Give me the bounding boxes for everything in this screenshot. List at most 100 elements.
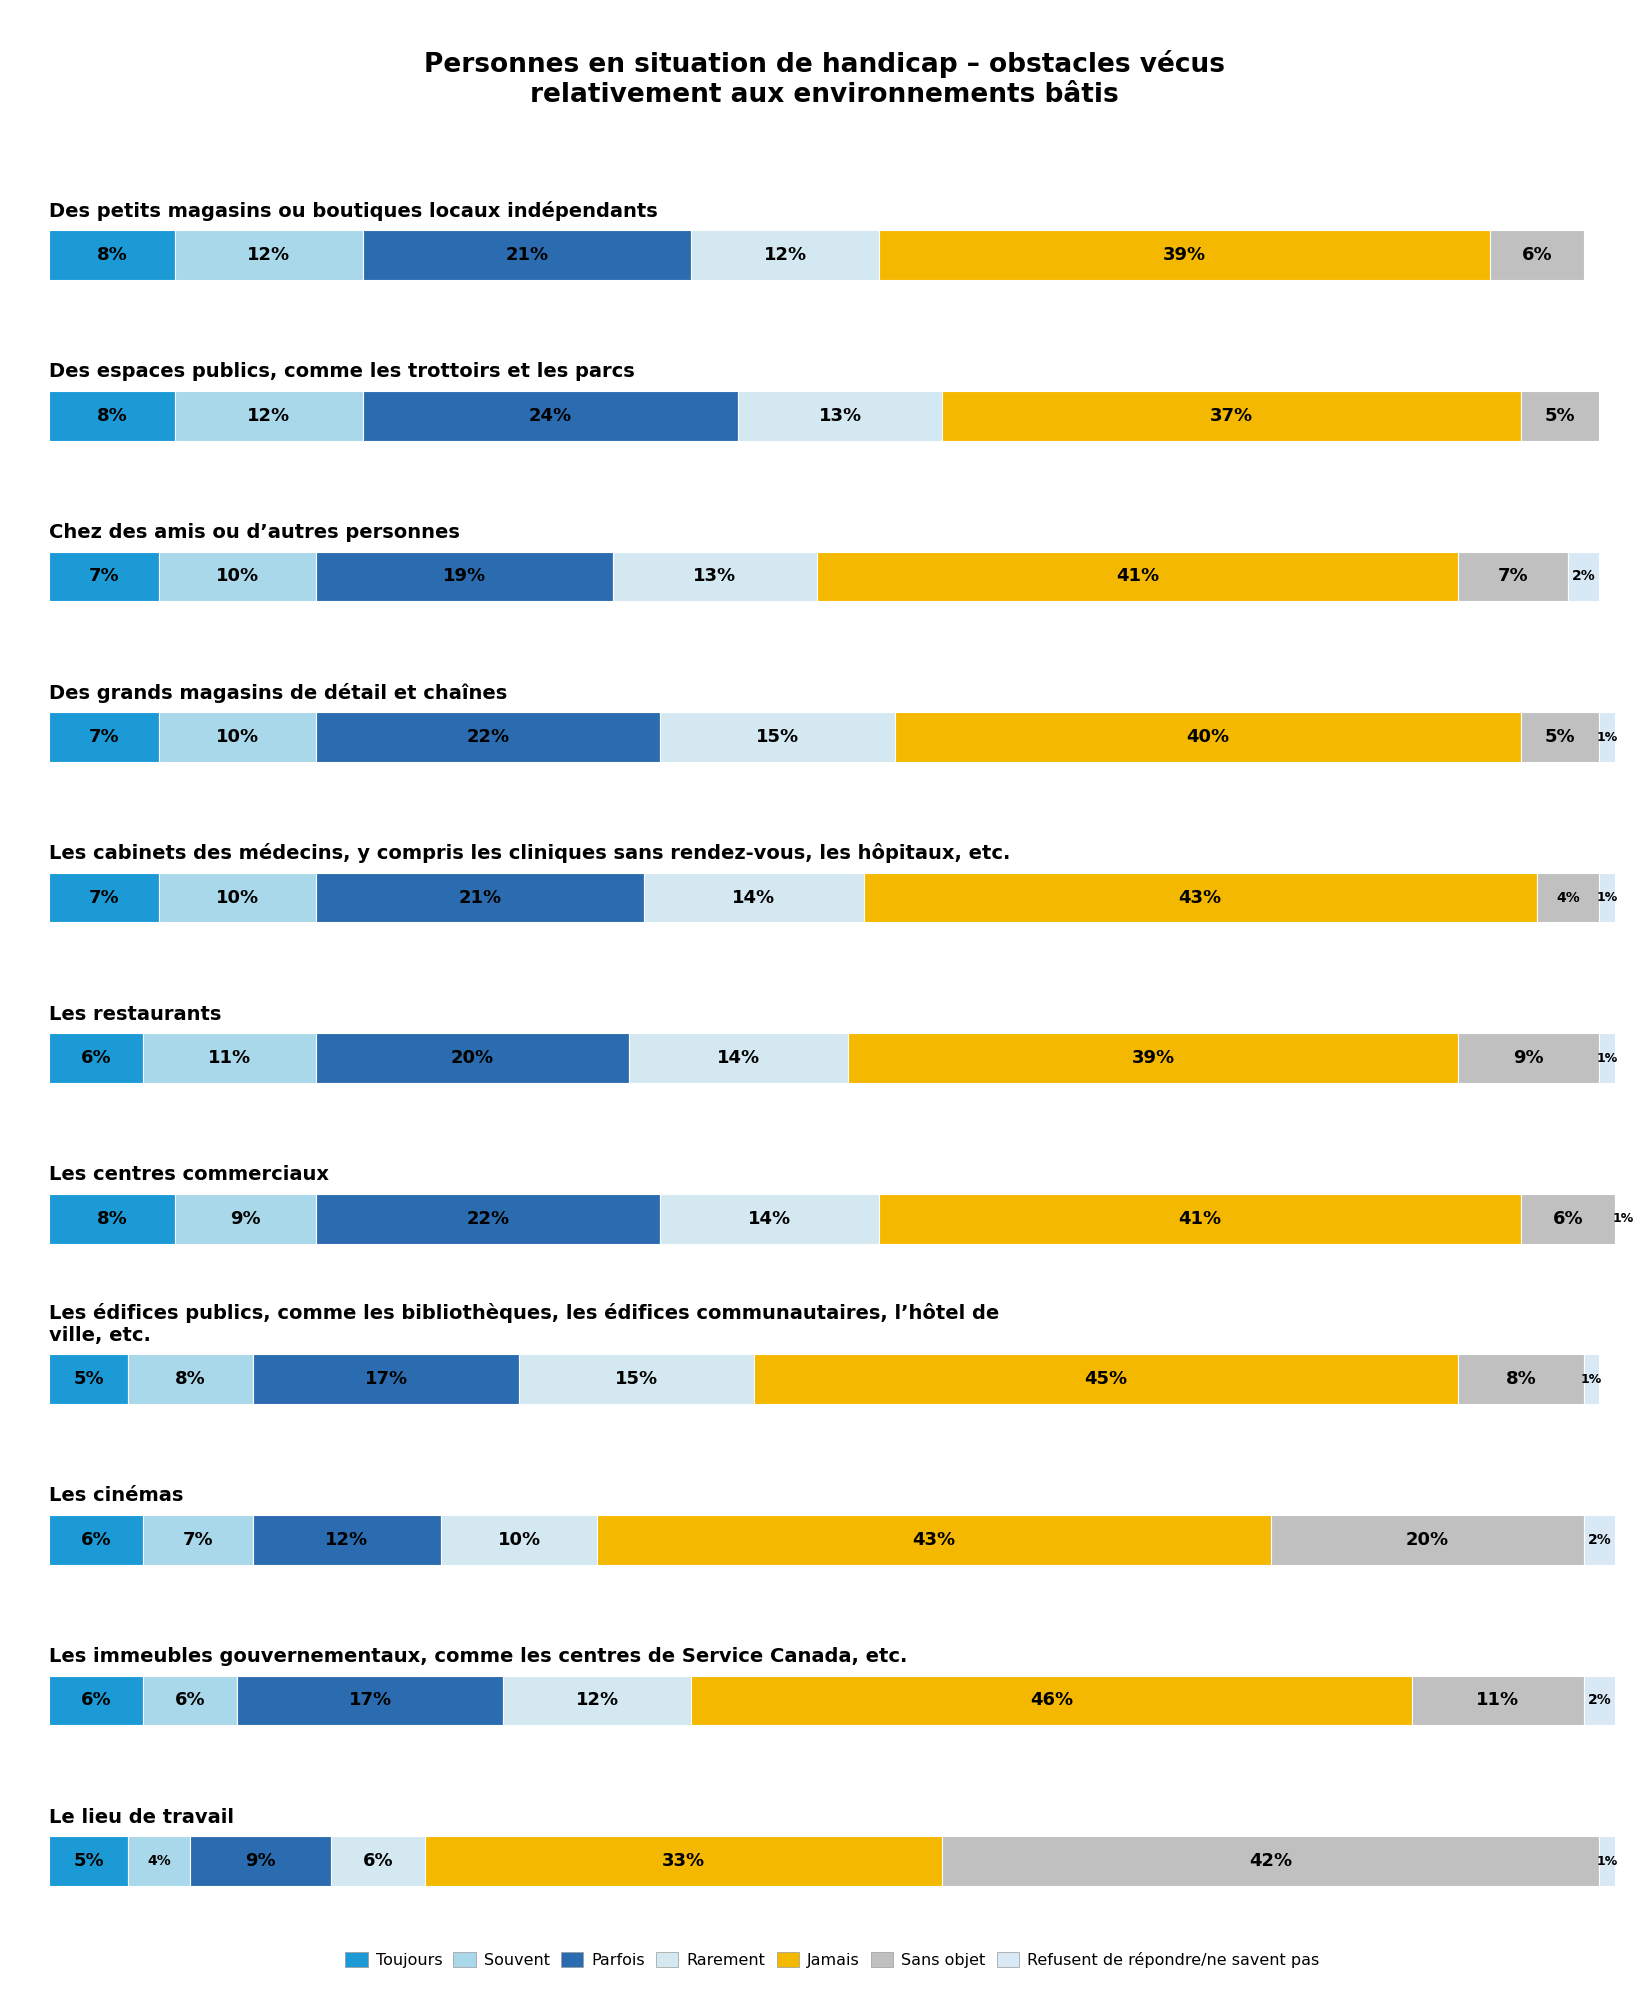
Text: 1%: 1% — [1597, 1052, 1618, 1064]
Bar — [503, 1676, 691, 1726]
Text: Des petits magasins ou boutiques locaux indépendants: Des petits magasins ou boutiques locaux … — [49, 200, 658, 220]
Bar — [659, 712, 895, 762]
Bar — [644, 872, 864, 922]
Text: 17%: 17% — [364, 1370, 407, 1388]
Bar — [628, 1034, 847, 1084]
Text: 12%: 12% — [575, 1692, 620, 1710]
Text: Les cabinets des médecins, y compris les cliniques sans rendez-vous, les hôpitau: Les cabinets des médecins, y compris les… — [49, 844, 1010, 864]
Text: 6%: 6% — [81, 1692, 112, 1710]
Text: 20%: 20% — [1406, 1530, 1449, 1548]
Text: 15%: 15% — [756, 728, 799, 746]
Text: 40%: 40% — [1187, 728, 1229, 746]
Text: 17%: 17% — [349, 1692, 392, 1710]
Bar — [175, 390, 363, 440]
Bar — [519, 1354, 753, 1404]
Text: Les immeubles gouvernementaux, comme les centres de Service Canada, etc.: Les immeubles gouvernementaux, comme les… — [49, 1646, 908, 1666]
Bar — [129, 1354, 252, 1404]
Bar — [1599, 1836, 1615, 1886]
Text: Le lieu de travail: Le lieu de travail — [49, 1808, 234, 1826]
Bar — [1490, 230, 1584, 280]
Bar — [692, 1676, 1411, 1726]
Bar — [878, 230, 1490, 280]
Bar — [597, 1514, 1271, 1564]
Text: 12%: 12% — [247, 406, 290, 424]
Text: Les édifices publics, comme les bibliothèques, les édifices communautaires, l’hô: Les édifices publics, comme les biblioth… — [49, 1302, 1000, 1344]
Bar — [1411, 1676, 1584, 1726]
Text: 1%: 1% — [1597, 1854, 1618, 1868]
Text: Les centres commerciaux: Les centres commerciaux — [49, 1166, 330, 1184]
Bar — [941, 390, 1521, 440]
Text: 11%: 11% — [208, 1050, 250, 1068]
Text: Des grands magasins de détail et chaînes: Des grands magasins de détail et chaînes — [49, 682, 508, 702]
Text: 43%: 43% — [913, 1530, 956, 1548]
Bar — [1584, 1514, 1615, 1564]
Text: Chez des amis ou d’autres personnes: Chez des amis ou d’autres personnes — [49, 522, 460, 542]
Text: 13%: 13% — [819, 406, 862, 424]
Text: Des espaces publics, comme les trottoirs et les parcs: Des espaces publics, comme les trottoirs… — [49, 362, 634, 382]
Text: 7%: 7% — [1498, 568, 1529, 586]
Text: 8%: 8% — [97, 1210, 127, 1228]
Text: 13%: 13% — [694, 568, 737, 586]
Text: 43%: 43% — [1178, 888, 1221, 906]
Bar — [1458, 552, 1569, 602]
Text: 9%: 9% — [229, 1210, 260, 1228]
Text: 46%: 46% — [1030, 1692, 1073, 1710]
Bar — [659, 1194, 878, 1244]
Text: 11%: 11% — [1477, 1692, 1519, 1710]
Text: 12%: 12% — [763, 246, 808, 264]
Text: 1%: 1% — [1597, 892, 1618, 904]
Bar — [143, 1514, 252, 1564]
Bar — [49, 1354, 129, 1404]
Text: Les restaurants: Les restaurants — [49, 1004, 222, 1024]
Text: 10%: 10% — [498, 1530, 541, 1548]
Bar — [252, 1514, 440, 1564]
Text: 9%: 9% — [1513, 1050, 1544, 1068]
Text: 22%: 22% — [466, 1210, 509, 1228]
Bar — [49, 552, 158, 602]
Text: 2%: 2% — [1587, 1694, 1612, 1708]
Bar — [363, 390, 738, 440]
Bar — [129, 1836, 190, 1886]
Text: 41%: 41% — [1116, 568, 1159, 586]
Bar — [847, 1034, 1458, 1084]
Text: 21%: 21% — [506, 246, 549, 264]
Text: 22%: 22% — [466, 728, 509, 746]
Bar — [1584, 1676, 1615, 1726]
Bar — [158, 552, 315, 602]
Text: 7%: 7% — [183, 1530, 214, 1548]
Text: 37%: 37% — [1210, 406, 1252, 424]
Bar — [1271, 1514, 1584, 1564]
Bar — [1521, 390, 1599, 440]
Bar — [49, 1676, 143, 1726]
Text: 9%: 9% — [246, 1852, 277, 1870]
Bar — [1536, 872, 1599, 922]
Bar — [440, 1514, 597, 1564]
Text: 8%: 8% — [1506, 1370, 1536, 1388]
Text: 39%: 39% — [1163, 246, 1206, 264]
Text: 14%: 14% — [748, 1210, 791, 1228]
Text: 24%: 24% — [529, 406, 572, 424]
Bar — [49, 1034, 143, 1084]
Text: 8%: 8% — [97, 406, 127, 424]
Text: 19%: 19% — [443, 568, 486, 586]
Text: 2%: 2% — [1587, 1532, 1612, 1546]
Bar — [331, 1836, 425, 1886]
Bar — [175, 230, 363, 280]
Text: 1%: 1% — [1580, 1372, 1602, 1386]
Bar — [738, 390, 941, 440]
Legend: Toujours, Souvent, Parfois, Rarement, Jamais, Sans objet, Refusent de répondre/n: Toujours, Souvent, Parfois, Rarement, Ja… — [339, 1946, 1325, 1974]
Text: 42%: 42% — [1249, 1852, 1292, 1870]
Bar — [49, 712, 158, 762]
Text: 12%: 12% — [325, 1530, 369, 1548]
Bar — [49, 872, 158, 922]
Bar — [1567, 552, 1599, 602]
Bar — [692, 230, 880, 280]
Bar — [315, 552, 613, 602]
Text: 33%: 33% — [662, 1852, 705, 1870]
Text: 4%: 4% — [1556, 890, 1580, 904]
Bar — [237, 1676, 503, 1726]
Text: 1%: 1% — [1597, 730, 1618, 744]
Bar — [1599, 872, 1615, 922]
Bar — [315, 712, 659, 762]
Bar — [425, 1836, 941, 1886]
